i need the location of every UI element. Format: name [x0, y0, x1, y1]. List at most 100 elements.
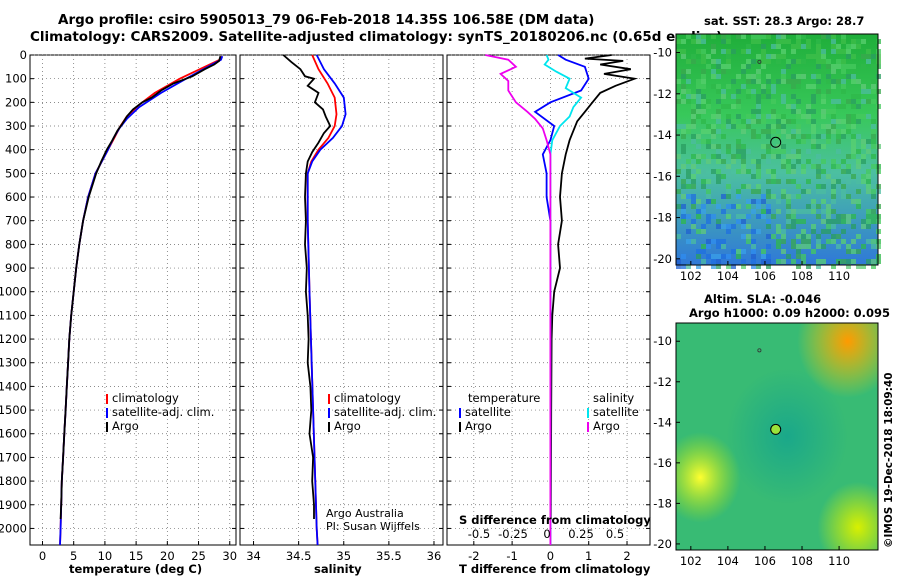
sst-cell	[831, 114, 836, 119]
sst-cell	[796, 109, 801, 114]
sst-cell	[811, 224, 816, 229]
sst-cell	[701, 34, 706, 39]
sst-cell	[681, 84, 686, 89]
sst-cell	[696, 84, 701, 89]
sst-cell	[681, 74, 686, 79]
sst-cell	[846, 129, 851, 134]
sst-cell	[856, 264, 861, 269]
sst-cell	[856, 179, 861, 184]
sst-cell	[756, 39, 761, 44]
sst-cell	[806, 209, 811, 214]
sst-cell	[741, 224, 746, 229]
sst-cell	[726, 124, 731, 129]
sst-cell	[751, 259, 756, 264]
sst-cell	[751, 134, 756, 139]
sst-cell	[831, 39, 836, 44]
depth-tick-label: 100	[5, 72, 27, 86]
sla-island-marker	[757, 348, 762, 353]
sst-cell	[726, 64, 731, 69]
sst-cell	[821, 209, 826, 214]
sst-cell	[696, 94, 701, 99]
sst-cell	[696, 264, 701, 269]
sst-cell	[821, 199, 826, 204]
sst-cell	[871, 139, 876, 144]
sst-cell	[736, 74, 741, 79]
sst-cell	[706, 244, 711, 249]
depth-tick-label: 1300	[0, 356, 27, 370]
sst-cell	[676, 94, 681, 99]
sst-cell	[816, 54, 821, 59]
sst-cell	[841, 64, 846, 69]
sst-cell	[871, 244, 876, 249]
sst-cell	[726, 184, 731, 189]
depth-tick-label: 900	[5, 261, 27, 275]
sst-cell	[726, 119, 731, 124]
sst-cell	[756, 174, 761, 179]
sst-cell	[691, 59, 696, 64]
sst-cell	[771, 109, 776, 114]
sst-cell	[791, 194, 796, 199]
sst-cell	[691, 124, 696, 129]
sst-cell	[821, 244, 826, 249]
sst-cell	[786, 199, 791, 204]
sst-cell	[686, 69, 691, 74]
sst-cell	[871, 209, 876, 214]
sst-cell	[806, 239, 811, 244]
sst-cell	[736, 124, 741, 129]
sst-cell	[756, 199, 761, 204]
sst-cell	[866, 209, 871, 214]
header-line1: Argo profile: csiro 5905013_79 06-Feb-20…	[58, 12, 595, 28]
sst-cell	[776, 239, 781, 244]
sst-cell	[681, 179, 686, 184]
sst-cell	[676, 99, 681, 104]
sst-cell	[806, 44, 811, 49]
sst-cell	[851, 64, 856, 69]
sst-cell	[841, 59, 846, 64]
sst-cell	[786, 209, 791, 214]
temperature-legend-label: climatology	[112, 391, 179, 405]
sst-cell	[806, 134, 811, 139]
sst-cell	[841, 79, 846, 84]
sst-cell	[811, 99, 816, 104]
sst-cell	[766, 169, 771, 174]
sst-cell	[826, 224, 831, 229]
sst-cell	[866, 189, 871, 194]
sst-cell	[731, 159, 736, 164]
header-line2: Climatology: CARS2009. Satellite-adjuste…	[30, 29, 723, 45]
sst-cell	[716, 239, 721, 244]
diff-top-tick-label: 0.5	[606, 527, 624, 541]
sst-cell	[766, 254, 771, 259]
sst-cell	[781, 149, 786, 154]
depth-tick-label: 1800	[0, 474, 27, 488]
sla-lon-label: 106	[754, 554, 776, 568]
sst-cell	[711, 74, 716, 79]
sst-cell	[741, 234, 746, 239]
sst-cell	[826, 219, 831, 224]
sst-cell	[861, 84, 866, 89]
sst-cell	[711, 179, 716, 184]
sst-cell	[836, 104, 841, 109]
sst-lat-label: -20	[653, 252, 672, 266]
sst-lat-label: -10	[653, 46, 672, 60]
sst-cell	[801, 244, 806, 249]
sst-cell	[821, 184, 826, 189]
salinity-annotation-2: PI: Susan Wijffels	[326, 520, 420, 533]
sst-cell	[706, 219, 711, 224]
sst-cell	[781, 159, 786, 164]
sst-cell	[826, 129, 831, 134]
sst-cell	[696, 109, 701, 114]
sst-cell	[696, 34, 701, 39]
sst-cell	[716, 264, 721, 269]
sst-cell	[771, 99, 776, 104]
sla-lat-label: -20	[653, 537, 672, 551]
sst-cell	[826, 139, 831, 144]
sst-cell	[686, 74, 691, 79]
sst-cell	[726, 114, 731, 119]
sst-cell	[831, 189, 836, 194]
sst-cell	[846, 259, 851, 264]
sst-cell	[776, 154, 781, 159]
sst-cell	[701, 209, 706, 214]
sst-cell	[711, 49, 716, 54]
sla-lon-label: 110	[828, 554, 850, 568]
sst-cell	[761, 194, 766, 199]
